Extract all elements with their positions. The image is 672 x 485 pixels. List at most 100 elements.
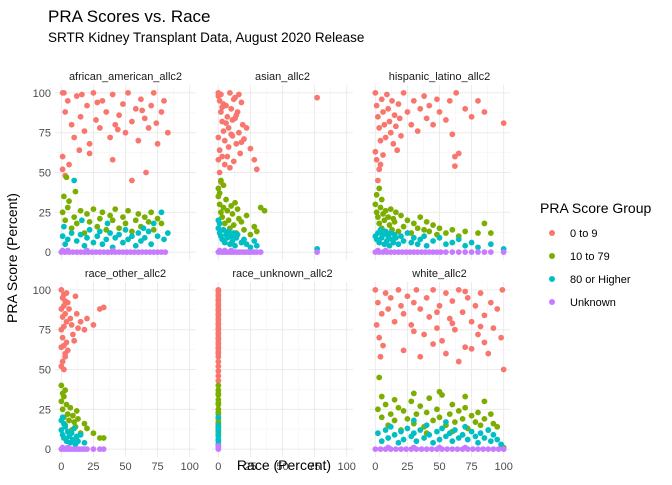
data-point — [410, 234, 417, 241]
data-point — [84, 247, 90, 254]
data-point — [257, 204, 264, 211]
data-point — [84, 446, 90, 453]
data-point — [59, 314, 66, 320]
data-point — [215, 382, 222, 389]
data-point — [71, 425, 78, 432]
series-80-or-higher — [58, 414, 88, 448]
data-point — [417, 353, 424, 360]
y-tick-label: 75 — [39, 325, 51, 337]
data-point — [73, 408, 80, 414]
data-point — [215, 409, 222, 416]
data-point — [375, 406, 381, 413]
data-point — [120, 214, 126, 220]
data-point — [148, 241, 155, 248]
data-point — [220, 128, 227, 134]
legend-key — [549, 230, 555, 236]
x-tick-label: 0 — [58, 461, 64, 473]
data-point — [103, 236, 110, 243]
data-point — [386, 242, 393, 249]
data-point — [481, 415, 488, 422]
data-point — [99, 241, 106, 248]
data-point — [129, 177, 135, 184]
data-point — [251, 238, 258, 244]
data-point — [372, 286, 379, 293]
data-point — [72, 188, 79, 195]
data-point — [64, 204, 71, 211]
data-point — [129, 118, 135, 125]
data-point — [404, 230, 411, 236]
x-tick-label: 0 — [215, 461, 221, 473]
data-point — [487, 249, 494, 256]
data-point — [392, 234, 399, 241]
series-0-to-9 — [215, 286, 222, 384]
data-point — [215, 317, 222, 324]
data-point — [62, 387, 69, 394]
data-point — [78, 217, 85, 224]
data-point — [430, 238, 436, 244]
data-point — [382, 247, 389, 254]
data-point — [143, 169, 149, 176]
data-point — [235, 91, 242, 98]
y-tick-label: 0 — [45, 444, 51, 456]
data-point — [392, 446, 399, 453]
data-point — [464, 294, 471, 301]
data-point — [380, 152, 386, 158]
facet-panel-race-other-allc2: race_other_allc2 0 25 50 75 100 0 25 50 75 100 — [33, 268, 199, 473]
data-point — [378, 414, 385, 421]
x-tick-label: 25 — [87, 461, 99, 473]
legend-key — [549, 299, 555, 305]
data-point — [61, 89, 67, 96]
data-point — [395, 286, 402, 293]
data-point — [395, 404, 402, 411]
data-point — [100, 304, 107, 311]
legend-label: 80 or Higher — [570, 274, 631, 286]
data-point — [395, 101, 402, 107]
data-point — [451, 419, 458, 425]
data-point — [247, 145, 254, 152]
facet-panel-asian-allc2: asian_allc2 — [212, 71, 353, 260]
data-point — [380, 109, 386, 115]
data-point — [148, 102, 155, 109]
data-point — [230, 222, 237, 228]
data-point — [378, 310, 385, 317]
data-point — [232, 242, 238, 249]
data-point — [257, 249, 264, 256]
legend-entry-0-to-9: 0 to 9 — [549, 228, 598, 240]
data-point — [62, 353, 69, 360]
data-point — [464, 436, 471, 443]
facet-strip-label: white_allc2 — [411, 268, 466, 280]
data-point — [392, 209, 399, 216]
data-point — [107, 230, 114, 236]
data-point — [443, 241, 449, 248]
data-point — [224, 207, 231, 214]
data-point — [253, 242, 260, 249]
data-point — [423, 115, 430, 122]
data-point — [423, 409, 430, 416]
data-point — [376, 220, 383, 227]
data-point — [73, 238, 80, 244]
data-point — [472, 302, 479, 309]
data-point — [382, 207, 389, 214]
data-point — [373, 191, 380, 198]
data-point — [135, 211, 142, 217]
data-point — [122, 129, 129, 136]
data-point — [63, 318, 70, 325]
facet-panels: african_american_allc2 0 25 50 75 100 asian_al… — [33, 71, 513, 473]
data-point — [439, 337, 445, 344]
data-point — [215, 443, 222, 449]
data-point — [481, 312, 488, 319]
data-point — [385, 444, 392, 451]
data-point — [237, 150, 244, 157]
data-point — [378, 196, 385, 203]
data-point — [430, 341, 436, 347]
legend-title: PRA Score Group — [540, 200, 651, 216]
data-point — [135, 230, 142, 236]
data-point — [162, 249, 169, 256]
data-point — [125, 207, 131, 214]
data-point — [375, 299, 381, 306]
data-point — [400, 89, 407, 96]
data-point — [215, 298, 222, 304]
data-point — [391, 112, 398, 119]
data-point — [94, 233, 101, 240]
